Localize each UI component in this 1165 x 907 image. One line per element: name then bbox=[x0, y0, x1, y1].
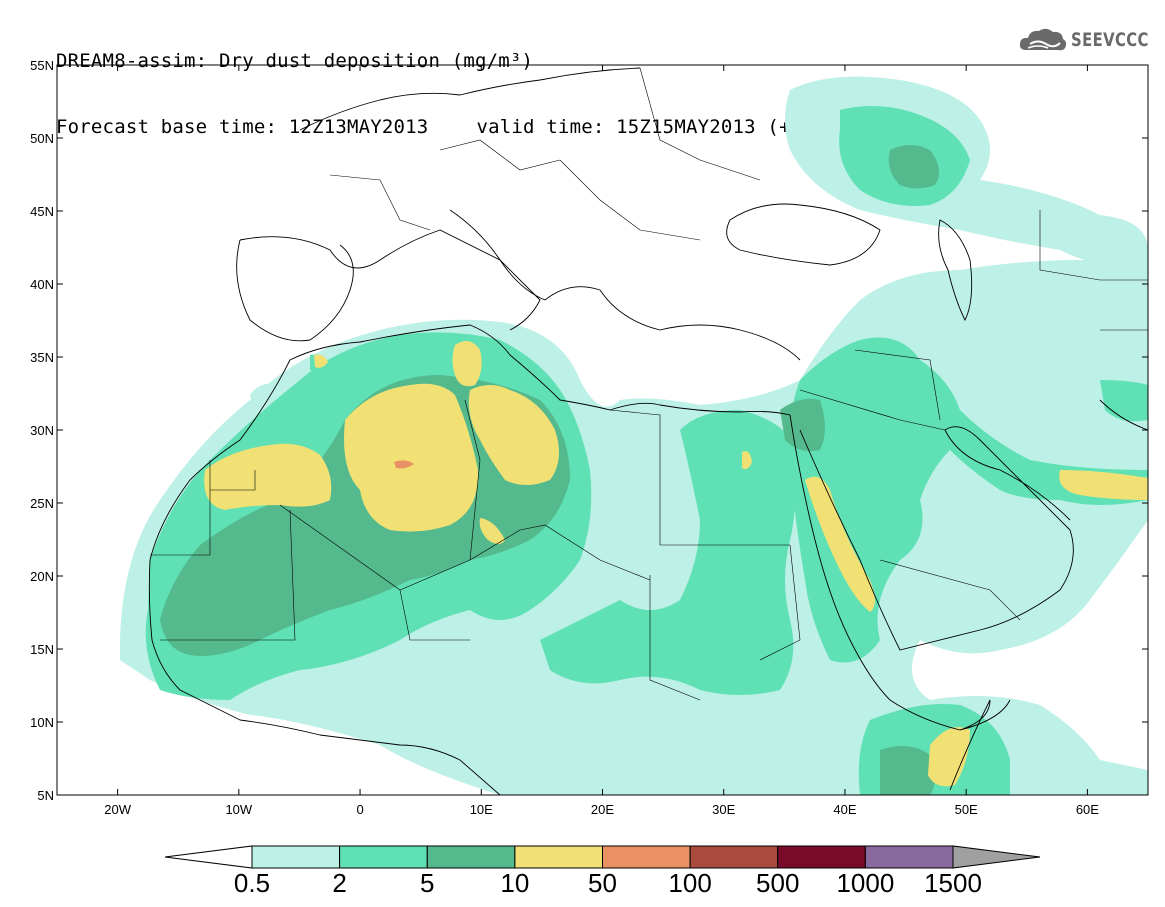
y-tick-label: 35N bbox=[30, 350, 54, 365]
y-tick-label: 50N bbox=[30, 131, 54, 146]
coastline-iberia bbox=[236, 239, 354, 342]
x-tick-label: 60E bbox=[1076, 802, 1099, 817]
x-tick-label: 50E bbox=[955, 802, 978, 817]
y-tick-label: 20N bbox=[30, 569, 54, 584]
colorbar-label: 50 bbox=[588, 868, 617, 898]
colorbar-swatch bbox=[864, 845, 954, 869]
y-tick-label: 30N bbox=[30, 423, 54, 438]
dust-fields bbox=[119, 76, 1148, 795]
y-tick-label: 10N bbox=[30, 715, 54, 730]
colorbar-swatch bbox=[689, 845, 779, 869]
y-axis: 55N 50N 45N 40N 35N 30N 25N 20N 15N 10N 5N bbox=[30, 58, 1148, 803]
colorbar-swatch bbox=[251, 845, 341, 869]
seevccc-logo: SEEVCCC bbox=[1018, 25, 1165, 55]
x-axis: 20W 10W 0 10E 20E 30E 40E 50E 60E bbox=[104, 65, 1099, 817]
y-tick-label: 5N bbox=[37, 788, 54, 803]
coastline-africa-north bbox=[149, 324, 791, 561]
colorbar-swatch bbox=[602, 845, 691, 869]
colorbar-low-arrow bbox=[164, 845, 253, 869]
colorbar-label: 500 bbox=[756, 868, 799, 898]
y-tick-label: 40N bbox=[30, 277, 54, 292]
cloud-logo-icon bbox=[1019, 28, 1067, 51]
x-tick-label: 10E bbox=[470, 802, 493, 817]
coastline-black-sea bbox=[726, 203, 881, 266]
dust-level-50 bbox=[394, 460, 414, 469]
colorbar-label: 1500 bbox=[924, 868, 982, 898]
forecast-base-time: Forecast base time: 12Z13MAY2013 bbox=[56, 116, 429, 138]
x-tick-label: 0 bbox=[356, 802, 363, 817]
colorbar: 0.5 2 5 10 50 100 500 1000 1500 bbox=[164, 845, 1041, 898]
coastline-africa-west bbox=[148, 559, 501, 795]
colorbar-swatch bbox=[339, 845, 428, 869]
colorbar-label: 0.5 bbox=[234, 868, 270, 898]
coastline-italy bbox=[449, 209, 541, 331]
country-borders bbox=[150, 67, 1148, 701]
coastline-red-sea-west bbox=[789, 414, 991, 791]
coastlines bbox=[148, 67, 1148, 795]
coastline-caspian bbox=[938, 219, 973, 322]
x-tick-label: 20W bbox=[104, 802, 131, 817]
colorbar-label: 2 bbox=[332, 868, 346, 898]
x-tick-label: 10W bbox=[225, 802, 252, 817]
y-tick-label: 15N bbox=[30, 642, 54, 657]
x-tick-label: 40E bbox=[833, 802, 856, 817]
y-tick-label: 55N bbox=[30, 58, 54, 73]
y-tick-label: 25N bbox=[30, 496, 54, 511]
title-line-1: DREAM8-assim: Dry dust deposition (mg/m³… bbox=[56, 50, 534, 72]
colorbar-swatch bbox=[777, 845, 866, 869]
colorbar-label: 10 bbox=[500, 868, 529, 898]
colorbar-swatch bbox=[514, 845, 603, 869]
colorbar-swatch bbox=[426, 845, 516, 869]
logo-text: SEEVCCC bbox=[1071, 29, 1149, 51]
coastline-horn bbox=[959, 699, 1011, 731]
colorbar-label: 100 bbox=[668, 868, 711, 898]
colorbar-high-arrow bbox=[952, 845, 1041, 869]
dust-level-10 bbox=[204, 341, 1148, 787]
coastline-gulf bbox=[1099, 399, 1148, 431]
x-tick-label: 30E bbox=[712, 802, 735, 817]
colorbar-label: 5 bbox=[420, 868, 434, 898]
map-title: DREAM8-assim: Dry dust deposition (mg/m³… bbox=[56, 6, 826, 160]
coastline-arabia bbox=[799, 426, 1074, 651]
x-tick-label: 20E bbox=[591, 802, 614, 817]
y-tick-label: 45N bbox=[30, 204, 54, 219]
coastline-europe-north bbox=[299, 67, 641, 131]
coastline-europe-south bbox=[239, 229, 801, 361]
colorbar-label: 1000 bbox=[836, 868, 894, 898]
